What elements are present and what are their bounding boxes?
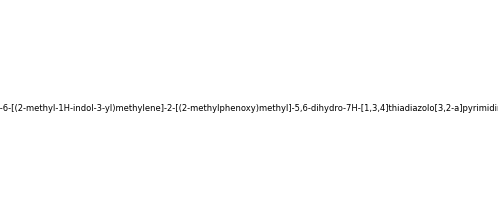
Text: 5-imino-6-[(2-methyl-1H-indol-3-yl)methylene]-2-[(2-methylphenoxy)methyl]-5,6-di: 5-imino-6-[(2-methyl-1H-indol-3-yl)methy…: [0, 104, 498, 113]
